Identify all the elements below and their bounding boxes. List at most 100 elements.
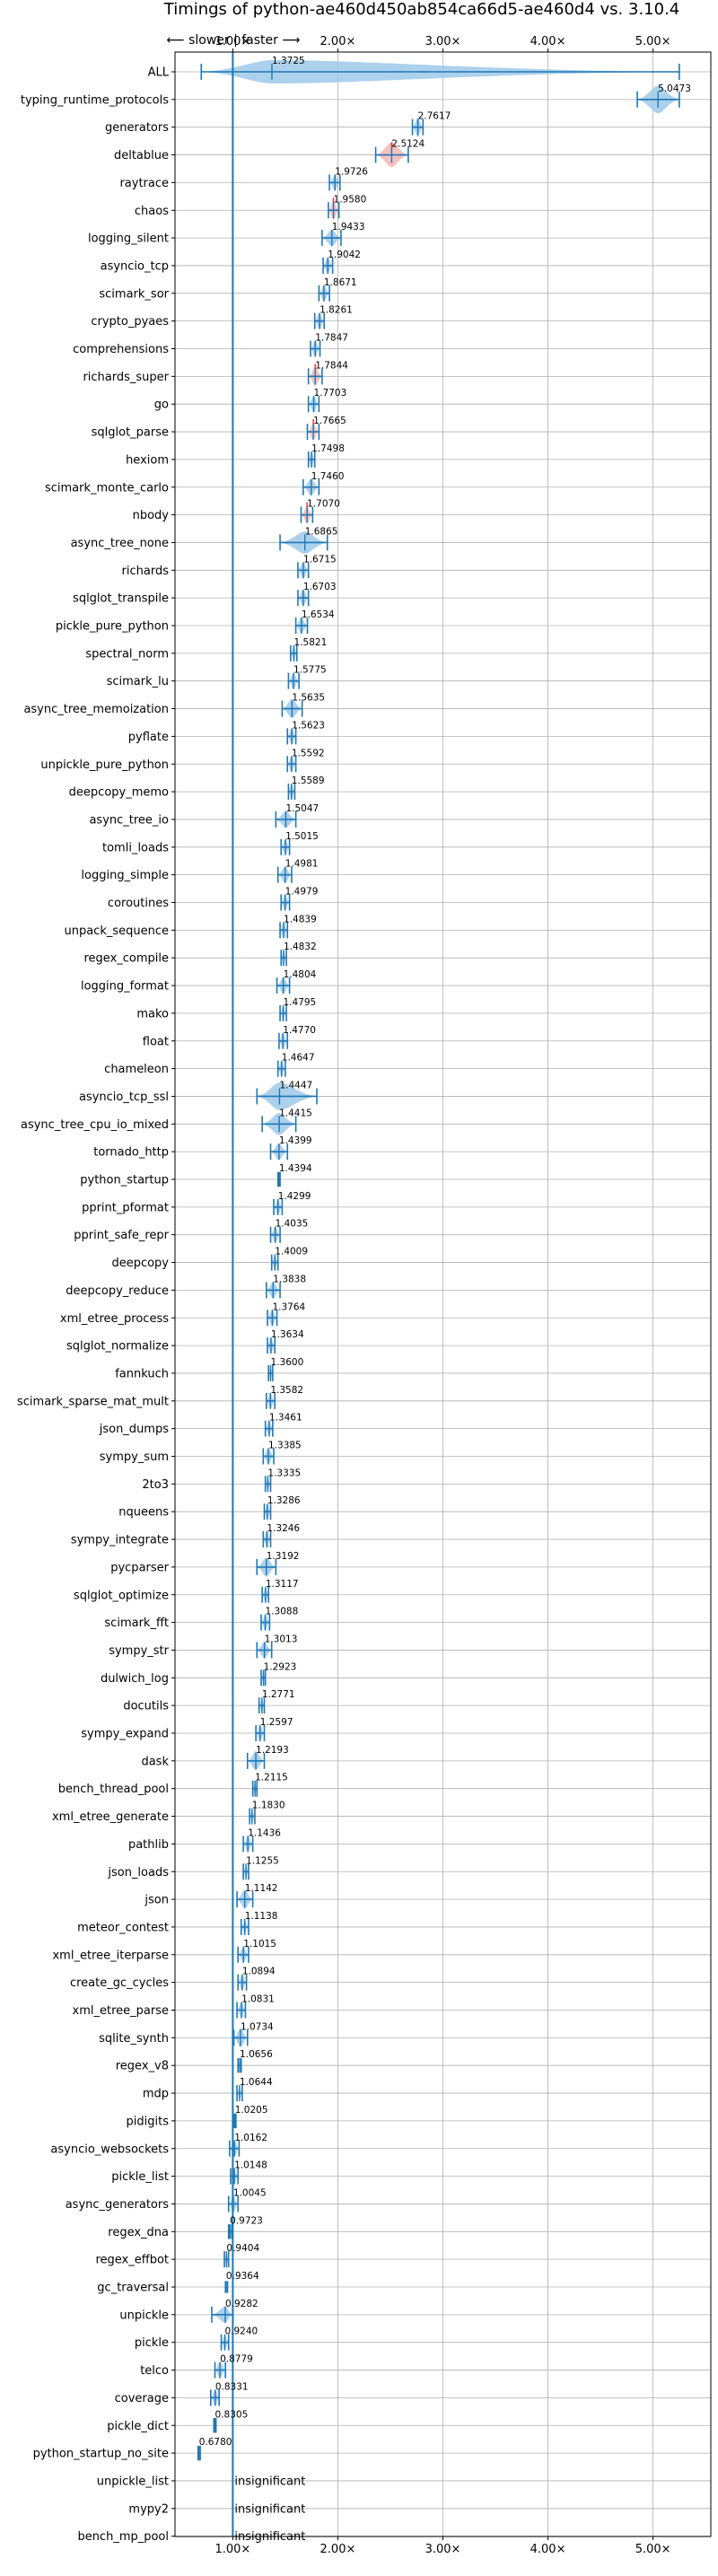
- violin-sympy_integrate: [262, 1530, 272, 1548]
- category-label: logging_format: [81, 980, 169, 994]
- category-label: pprint_safe_repr: [74, 1229, 169, 1242]
- violin-docutils: [258, 1697, 266, 1714]
- category-label: python_startup: [80, 1174, 169, 1187]
- value-label: 1.2771: [262, 1689, 295, 1700]
- value-label: 1.3634: [271, 1329, 304, 1340]
- value-label: 1.9580: [334, 194, 367, 205]
- category-label: pathlib: [128, 1838, 169, 1852]
- violin-regex_v8: [237, 2058, 242, 2073]
- category-label: sympy_str: [109, 1644, 169, 1658]
- category-label: spectral_norm: [85, 647, 169, 661]
- category-label: python_startup_no_site: [33, 2448, 169, 2461]
- tick-label-top: 4.00×: [530, 35, 566, 48]
- value-label: 1.7460: [311, 471, 345, 482]
- violin-raytrace: [328, 174, 341, 191]
- category-label: async_generators: [66, 2198, 170, 2212]
- tick-label-top: 2.00×: [320, 35, 356, 48]
- value-label: 1.0831: [241, 1994, 275, 2005]
- violin-scimark_sparse_mat_mult: [266, 1392, 276, 1410]
- category-label: mako: [136, 1007, 169, 1021]
- value-label: 1.7665: [313, 416, 346, 426]
- category-labels: ALL typing_runtime_protocols generators del…: [17, 66, 170, 2545]
- violin-pathlib: [242, 1836, 254, 1853]
- value-label: 1.5589: [292, 775, 325, 786]
- tick-label-bottom: 1.00×: [215, 2543, 250, 2556]
- value-label: 1.3286: [267, 1495, 301, 1506]
- category-label: typing_runtime_protocols: [21, 93, 169, 107]
- category-label: asyncio_tcp: [101, 259, 169, 273]
- violin-chaos: [328, 197, 340, 221]
- violin-sqlglot_transpile: [297, 589, 310, 607]
- value-label: 1.5015: [285, 831, 319, 842]
- value-label: 1.7703: [314, 388, 347, 399]
- violin-crypto_pyaes: [313, 312, 326, 329]
- value-label: 1.4832: [284, 942, 317, 952]
- violin-comprehensions: [310, 340, 321, 357]
- value-label: 2.5124: [391, 139, 425, 150]
- violin-scimark_monte_carlo: [302, 478, 320, 496]
- value-label: 1.4770: [283, 1025, 316, 1036]
- value-label: 1.1830: [252, 1801, 285, 1811]
- category-label: 2to3: [142, 1478, 169, 1492]
- violin-pickle_dict: [213, 2418, 217, 2433]
- category-label: richards_super: [83, 371, 169, 384]
- value-label: 1.1142: [245, 1883, 278, 1894]
- violin-nbody: [300, 502, 314, 523]
- violin-dask: [246, 1751, 266, 1771]
- category-label: pickle_pure_python: [56, 620, 169, 634]
- value-label: 1.6703: [303, 582, 337, 592]
- insignificant-label: insignificant: [234, 2502, 305, 2516]
- category-label: scimark_monte_carlo: [45, 481, 169, 495]
- violin-deepcopy_memo: [287, 783, 296, 801]
- category-label: unpickle: [119, 2309, 169, 2322]
- violin-sqlglot_optimize: [261, 1586, 269, 1604]
- category-label: create_gc_cycles: [70, 1976, 169, 1990]
- category-label: generators: [105, 121, 169, 135]
- direction-label: ⟵ slower | faster ⟶: [167, 33, 301, 48]
- violin-regex_effbot: [223, 2251, 230, 2268]
- value-label: 1.8671: [324, 277, 357, 288]
- violin-hexiom: [307, 451, 316, 469]
- violin-unpickle_pure_python: [286, 755, 297, 773]
- value-label: 1.4979: [285, 887, 319, 898]
- category-label: logging_simple: [81, 869, 169, 882]
- value-label: 1.2923: [264, 1661, 297, 1672]
- violin-coverage: [210, 2389, 220, 2406]
- value-label: 1.3117: [266, 1579, 299, 1590]
- value-label: 1.0205: [235, 2105, 268, 2116]
- violin-json_loads: [242, 1863, 250, 1880]
- value-label: 1.4795: [284, 997, 317, 1008]
- value-label: 1.4447: [279, 1080, 312, 1091]
- category-label: comprehensions: [73, 343, 169, 356]
- category-label: async_tree_none: [71, 537, 169, 550]
- category-label: scimark_fft: [104, 1617, 169, 1630]
- category-label: dask: [141, 1755, 169, 1768]
- value-label: 1.5592: [292, 748, 325, 758]
- category-label: regex_v8: [116, 2060, 169, 2073]
- category-label: pyflate: [128, 731, 169, 744]
- category-label: gc_traversal: [97, 2282, 169, 2295]
- value-label: 1.4035: [276, 1219, 309, 1230]
- value-label: 1.6534: [302, 609, 335, 620]
- value-label: 1.7498: [311, 443, 345, 454]
- value-label: 1.8261: [320, 305, 353, 316]
- category-label: mypy2: [128, 2502, 169, 2516]
- tick-label-top: 5.00×: [635, 35, 671, 48]
- chart-title: Timings of python-ae460d450ab854ca66d5-a…: [163, 0, 680, 19]
- violin-scimark_fft: [260, 1614, 271, 1631]
- violin-sqlglot_normalize: [267, 1336, 276, 1354]
- category-label: crypto_pyaes: [91, 315, 169, 329]
- category-label: meteor_contest: [77, 1921, 169, 1934]
- category-label: scimark_sparse_mat_mult: [17, 1395, 169, 1408]
- category-label: xml_etree_generate: [52, 1810, 169, 1824]
- value-label: 1.7844: [315, 360, 348, 371]
- violin-float: [278, 1032, 289, 1050]
- violin-gc_traversal: [224, 2281, 229, 2293]
- tick-label-bottom: 3.00×: [425, 2543, 461, 2556]
- category-label: xml_etree_parse: [73, 2004, 169, 2018]
- value-label: 1.3838: [273, 1274, 306, 1284]
- category-label: mdp: [143, 2088, 169, 2101]
- value-label: 1.4647: [282, 1053, 315, 1064]
- violin-asyncio_websockets: [229, 2140, 241, 2158]
